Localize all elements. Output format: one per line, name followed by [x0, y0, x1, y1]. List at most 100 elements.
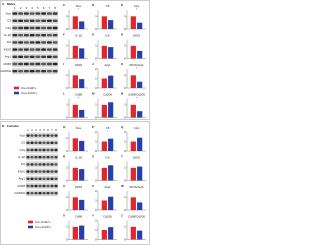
chart-letter: G	[92, 32, 95, 36]
chart-letter: I	[63, 62, 64, 66]
blot-band	[12, 12, 18, 15]
bar	[130, 104, 136, 118]
blot-label: C5	[21, 141, 25, 145]
blot-band	[18, 12, 24, 15]
blot-strip	[26, 147, 58, 153]
bar	[130, 45, 136, 59]
blot-band	[23, 12, 29, 15]
y-tick-label: 2	[95, 67, 97, 71]
chart-letter: H	[121, 32, 123, 36]
legend-label: Cre-/Cd47+	[35, 220, 51, 224]
blot-band	[26, 156, 30, 159]
lane-label: 5	[43, 128, 45, 132]
y-tick-label: 0	[95, 149, 97, 153]
blot-band	[52, 19, 58, 22]
y-tick-label: 1	[95, 44, 97, 48]
blot-band	[26, 177, 30, 180]
blot-band	[23, 62, 29, 66]
blot-band	[34, 148, 38, 152]
bar	[79, 140, 85, 151]
blot-band	[35, 41, 41, 44]
lane-label: 4	[39, 128, 41, 132]
blot-band	[29, 26, 35, 30]
bar	[108, 20, 114, 29]
bar	[101, 230, 107, 240]
blot-strip	[12, 10, 58, 17]
chart-letter: M	[92, 91, 95, 95]
bar	[137, 50, 143, 59]
blot-band	[18, 19, 24, 22]
blot-band	[54, 170, 58, 173]
y-tick-label: 2	[95, 218, 97, 222]
blot-strip	[26, 154, 58, 161]
blot-band	[54, 134, 58, 137]
blot-label: C5	[7, 19, 11, 23]
y-tick-label: 0	[66, 86, 68, 90]
blot-band	[35, 70, 41, 73]
blot-strip	[12, 53, 58, 60]
bar	[137, 230, 143, 240]
blot-band	[29, 55, 35, 58]
blot-band	[50, 192, 54, 195]
blot-band	[54, 163, 58, 166]
blot-band	[35, 34, 41, 37]
blot-band	[26, 184, 30, 188]
y-tick-label: 1	[95, 103, 97, 107]
blot-band	[26, 163, 30, 166]
y-tick-label: 0	[95, 27, 97, 31]
blot-label: C1q	[5, 26, 11, 30]
blot-band	[12, 41, 18, 44]
blot-band	[46, 26, 52, 30]
chart-title: C5	[106, 126, 110, 130]
blot-band	[38, 163, 42, 166]
significance: *	[136, 66, 138, 70]
panel-title: Males	[7, 2, 16, 6]
blot-label: iNOS	[4, 47, 11, 51]
blot-band	[12, 70, 18, 73]
blot-label: Nox	[6, 11, 12, 15]
bar	[108, 138, 114, 151]
panel-letter: A	[2, 2, 5, 6]
y-tick-label: 1	[66, 14, 68, 18]
blot-band	[35, 55, 41, 58]
blot-label: IL-1β	[18, 155, 25, 159]
bar	[72, 226, 78, 240]
y-tick-label: 1	[95, 139, 97, 143]
chart-title: Cd68/Cd206	[128, 214, 145, 218]
y-tick-label: 2	[124, 130, 126, 134]
chart-title: iNOS	[75, 63, 82, 67]
bar	[101, 141, 107, 151]
blot-band	[46, 70, 52, 73]
bar	[101, 200, 107, 210]
blot-label: IL-1β	[4, 33, 11, 37]
blot-strip	[26, 175, 58, 182]
blot-band	[38, 184, 42, 188]
y-tick-label: 1	[66, 225, 68, 229]
blot-band	[52, 48, 58, 51]
bar	[108, 196, 114, 210]
blot-band	[23, 26, 29, 30]
y-tick-label: 0	[66, 208, 68, 212]
blot-band	[18, 48, 24, 51]
blot-band	[34, 156, 38, 159]
blot-band	[46, 177, 50, 180]
blot-band	[46, 48, 52, 51]
y-tick-label: 0	[95, 237, 97, 241]
y-tick-label: 0	[66, 178, 68, 182]
blot-band	[34, 141, 38, 144]
y-tick-label: 1	[66, 166, 68, 170]
blot-band	[23, 34, 29, 37]
chart-letter: P	[92, 125, 94, 129]
blot-strip	[12, 17, 58, 24]
blot-band	[18, 26, 24, 30]
blot-band	[30, 134, 34, 137]
y-tick-label: 0	[124, 237, 126, 241]
chart-title: Cd206	[103, 214, 112, 218]
blot-band	[42, 163, 46, 166]
blot-band	[41, 55, 47, 58]
y-tick-label: 0	[124, 27, 126, 31]
chart-letter: W	[121, 184, 124, 188]
blot-band	[50, 148, 54, 152]
blot-label: Arg1	[5, 55, 12, 59]
